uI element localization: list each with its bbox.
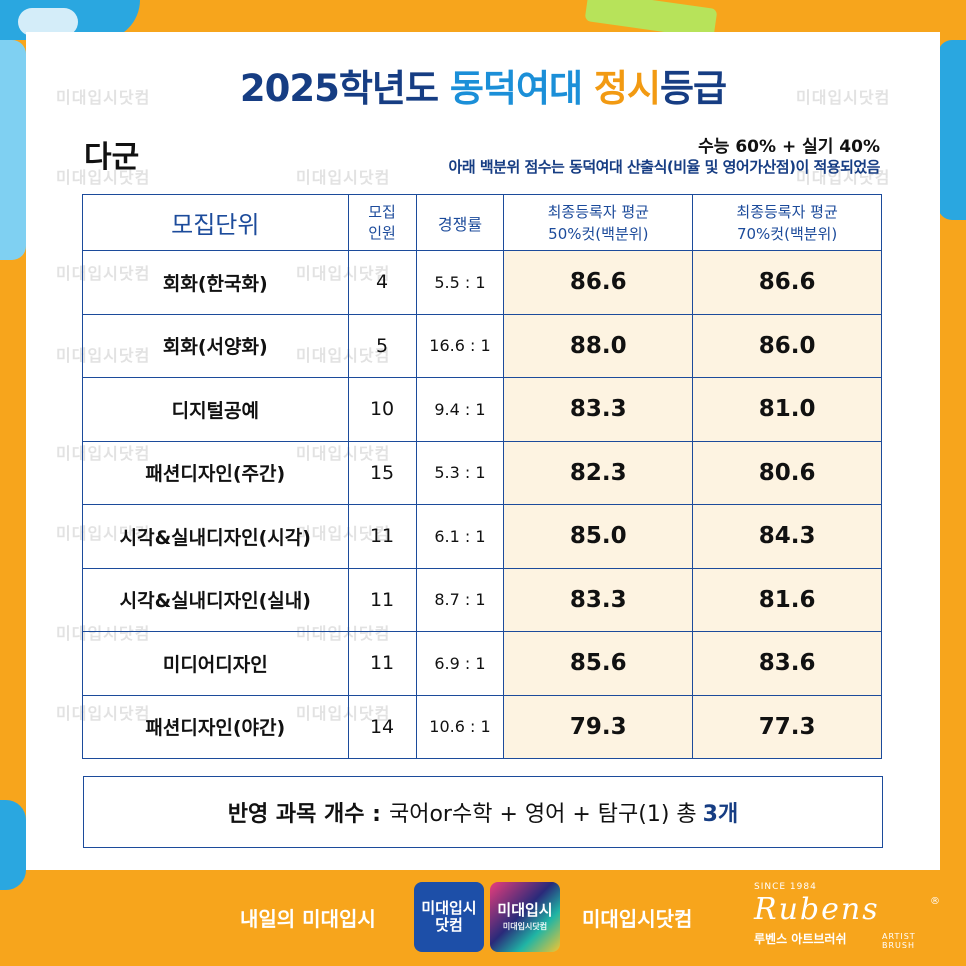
cell-quota: 4 [347,250,417,315]
cell-cut70: 81.6 [692,567,882,632]
cell-competition: 5.3 : 1 [415,440,505,505]
cell-cut50: 83.3 [503,567,694,632]
watermark: 미대입시닷컴 [56,88,151,107]
title-year: 2025학년도 [239,67,450,110]
background-decoration [0,40,26,260]
table-row: 패션디자인(야간) 14 10.6 : 1 79.3 77.3 [82,694,882,759]
header-cut50-line1: 최종등록자 평균 [547,202,649,221]
header-quota: 모집 인원 [347,194,417,251]
admission-table: 모집단위 모집 인원 경쟁률 최종등록자 평균 50%컷(백분위) 최종등록자 … [82,194,882,759]
cell-cut50: 83.3 [503,377,694,442]
cell-cut70: 83.6 [692,631,882,696]
table-header-row: 모집단위 모집 인원 경쟁률 최종등록자 평균 50%컷(백분위) 최종등록자 … [82,194,882,251]
header-cut50: 최종등록자 평균 50%컷(백분위) [503,194,694,251]
cell-unit: 미디어디자인 [82,631,349,696]
cell-unit: 시각&실내디자인(실내) [82,567,349,632]
background-decoration [18,8,78,36]
table-row: 회화(한국화) 4 5.5 : 1 86.6 86.6 [82,250,882,315]
cell-cut70: 86.0 [692,313,882,378]
rubens-brand: Rubens [754,892,880,927]
cell-quota: 5 [347,313,417,378]
header-competition: 경쟁률 [415,194,505,251]
cell-unit: 회화(한국화) [82,250,349,315]
cell-cut50: 79.3 [503,694,694,759]
header-unit: 모집단위 [82,194,349,251]
title-university: 동덕여대 [449,67,594,110]
table-row: 패션디자인(주간) 15 5.3 : 1 82.3 80.6 [82,440,882,505]
cell-competition: 6.1 : 1 [415,504,505,569]
cell-competition: 16.6 : 1 [415,313,505,378]
cell-competition: 8.7 : 1 [415,567,505,632]
cell-competition: 6.9 : 1 [415,631,505,696]
cell-competition: 5.5 : 1 [415,250,505,315]
cell-cut70: 84.3 [692,504,882,569]
cell-quota: 14 [347,694,417,759]
cell-cut70: 80.6 [692,440,882,505]
logo1-text: 미대입시 닷컴 [421,899,477,934]
rubens-korean: 루벤스 아트브러쉬 [754,932,847,946]
table-row: 회화(서양화) 5 16.6 : 1 88.0 86.0 [82,313,882,378]
cell-unit: 시각&실내디자인(시각) [82,504,349,569]
score-ratio-note: 수능 60% + 실기 40% [698,137,880,157]
subject-count-box: 반영 과목 개수 : 국어or수학 + 영어 + 탐구(1) 총 3개 [83,776,883,848]
formula-note: 아래 백분위 점수는 동덕여대 산출식(비율 및 영어가산점)이 적용되었음 [448,158,881,176]
header-cut70: 최종등록자 평균 70%컷(백분위) [692,194,882,251]
cell-unit: 패션디자인(주간) [82,440,349,505]
rubens-since: SINCE 1984 [754,882,817,892]
subject-count-label: 반영 과목 개수 : [227,802,381,827]
watermark: 미대입시닷컴 [796,88,891,107]
footer-slogan: 내일의 미대입시 [240,907,376,931]
cell-quota: 11 [347,631,417,696]
cell-cut50: 82.3 [503,440,694,505]
registered-icon: ® [930,896,940,907]
cell-cut50: 85.0 [503,504,694,569]
cell-quota: 15 [347,440,417,505]
page-title: 2025학년도 동덕여대 정시등급 [26,58,940,112]
cell-cut70: 77.3 [692,694,882,759]
table-row: 시각&실내디자인(실내) 11 8.7 : 1 83.3 81.6 [82,567,882,632]
logo2-subtext: 미대입시닷컴 [502,922,548,931]
table-row: 디지털공예 10 9.4 : 1 83.3 81.0 [82,377,882,442]
table-row: 미디어디자인 11 6.9 : 1 85.6 83.6 [82,631,882,696]
admission-group-label: 다군 [84,140,140,175]
cell-cut70: 81.0 [692,377,882,442]
header-cut70-line1: 최종등록자 평균 [736,202,838,221]
title-admission-type: 정시 [593,67,661,110]
content-card: 미대입시닷컴 미대입시닷컴 미대입시닷컴 미대입시닷컴 미대입시닷컴 미대입시닷… [26,32,940,870]
cell-quota: 11 [347,567,417,632]
watermark: 미대입시닷컴 [296,168,391,187]
watermark: 미대입시닷컴 [56,168,151,187]
cell-quota: 11 [347,504,417,569]
header-quota-line1: 모집 [368,202,396,221]
cell-quota: 10 [347,377,417,442]
cell-unit: 회화(서양화) [82,313,349,378]
header-cut50-line2: 50%컷(백분위) [548,224,649,243]
cell-cut50: 86.6 [503,250,694,315]
background-decoration [938,40,966,220]
cell-unit: 패션디자인(야간) [82,694,349,759]
background-decoration [0,800,26,890]
rubens-logo: SINCE 1984 Rubens ® 루벤스 아트브러쉬 ARTIST BRU… [754,880,944,960]
cell-cut50: 85.6 [503,631,694,696]
watermark: 미대입시닷컴 [796,168,891,187]
cell-cut70: 86.6 [692,250,882,315]
cell-cut50: 88.0 [503,313,694,378]
logo2-text: 미대입시 [497,901,553,919]
cell-competition: 9.4 : 1 [415,377,505,442]
midaeipsi-logo[interactable]: 미대입시 닷컴 [414,882,484,952]
subject-count-total: 3개 [702,802,739,827]
cell-competition: 10.6 : 1 [415,694,505,759]
subject-count-detail: 국어or수학 + 영어 + 탐구(1) 총 [388,802,697,827]
cell-unit: 디지털공예 [82,377,349,442]
midaeipsi-app-logo[interactable]: 미대입시 미대입시닷컴 [490,882,560,952]
header-quota-line2: 인원 [368,223,396,242]
title-grade: 등급 [660,67,727,110]
rubens-artist-brush: ARTIST BRUSH [882,932,916,950]
footer-site-name: 미대입시닷컴 [582,907,693,931]
table-row: 시각&실내디자인(시각) 11 6.1 : 1 85.0 84.3 [82,504,882,569]
header-cut70-line2: 70%컷(백분위) [736,224,838,243]
